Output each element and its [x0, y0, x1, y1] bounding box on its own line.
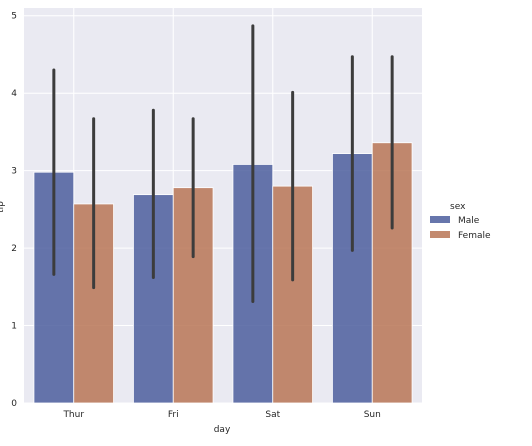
y-tick-label: 4 — [11, 89, 17, 99]
bar-female-sat — [272, 185, 313, 404]
y-tick-label: 3 — [11, 167, 17, 177]
y-tick-label: 0 — [11, 399, 17, 409]
y-tick-label: 2 — [11, 244, 17, 254]
legend-title: sex — [450, 202, 466, 212]
x-tick-label: Fri — [168, 410, 179, 420]
y-axis-label: tip — [0, 201, 6, 213]
y-tick-label: 1 — [11, 322, 17, 332]
legend-label-male: Male — [458, 216, 480, 226]
x-axis-label: day — [214, 425, 231, 435]
legend-label-female: Female — [458, 231, 491, 241]
x-tick-label: Thur — [62, 410, 84, 420]
legend-swatch-female — [430, 231, 450, 238]
x-tick-label: Sat — [265, 410, 280, 420]
y-tick-label: 5 — [11, 12, 17, 22]
legend-swatch-male — [430, 216, 450, 223]
x-tick-label: Sun — [364, 410, 381, 420]
